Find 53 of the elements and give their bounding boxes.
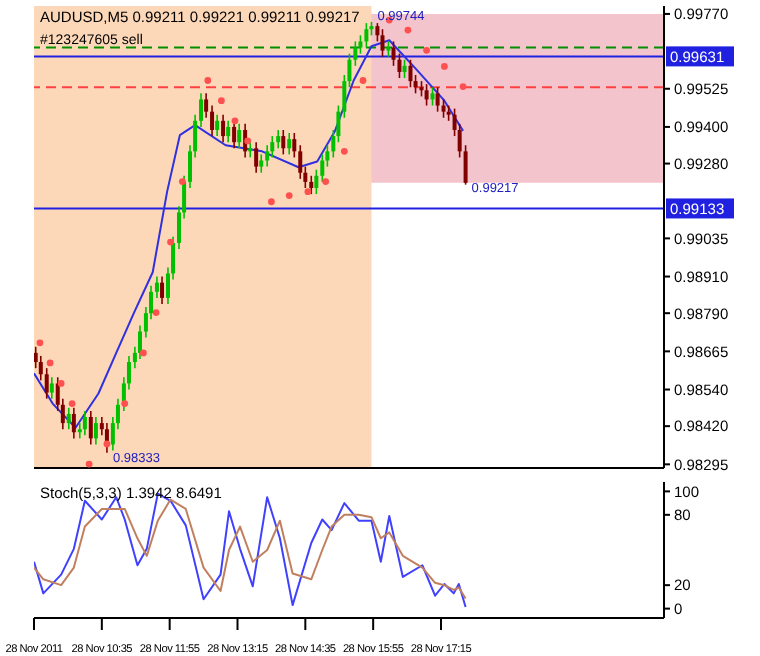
point: [167, 238, 174, 246]
candlestick: [435, 86, 440, 113]
point: [103, 440, 111, 448]
candlestick: [254, 141, 259, 174]
candlestick: [237, 123, 242, 150]
candlestick: [215, 113, 220, 137]
candlestick: [265, 144, 270, 168]
point: [57, 380, 65, 387]
candlestick: [221, 113, 226, 143]
candlestick: [71, 407, 76, 440]
candlestick: [88, 410, 93, 446]
candlestick: [226, 120, 231, 143]
candlestick: [66, 407, 71, 431]
candlestick: [430, 86, 435, 107]
point: [459, 83, 467, 91]
point: [285, 192, 293, 200]
candlestick: [93, 416, 98, 446]
candlestick: [276, 129, 281, 150]
point: [217, 97, 225, 105]
point: [68, 400, 76, 407]
point: [322, 178, 330, 185]
candlestick: [232, 120, 237, 150]
point: [231, 117, 239, 125]
candlestick: [82, 410, 87, 437]
point: [423, 46, 430, 54]
candlestick: [408, 58, 413, 89]
candlestick: [160, 275, 165, 305]
point: [404, 26, 412, 34]
point: [304, 188, 312, 196]
point: [121, 400, 129, 407]
candlestick: [309, 174, 314, 195]
candlestick: [270, 135, 275, 159]
point: [244, 137, 252, 145]
candlestick: [364, 22, 369, 49]
candlestick: [281, 129, 286, 156]
candlestick: [49, 376, 54, 400]
candlestick: [424, 83, 429, 107]
point: [46, 359, 54, 367]
point: [85, 460, 93, 468]
point: [359, 77, 367, 84]
point: [152, 309, 160, 316]
point: [204, 77, 212, 84]
point: [178, 178, 186, 185]
point: [440, 63, 448, 70]
candlestick: [287, 132, 292, 156]
point: [340, 147, 348, 155]
point: [268, 198, 275, 206]
point: [36, 339, 44, 347]
candlestick: [259, 153, 264, 174]
candlestick: [402, 58, 407, 79]
point: [139, 349, 147, 357]
candlestick: [380, 28, 385, 58]
candlestick: [441, 98, 446, 119]
